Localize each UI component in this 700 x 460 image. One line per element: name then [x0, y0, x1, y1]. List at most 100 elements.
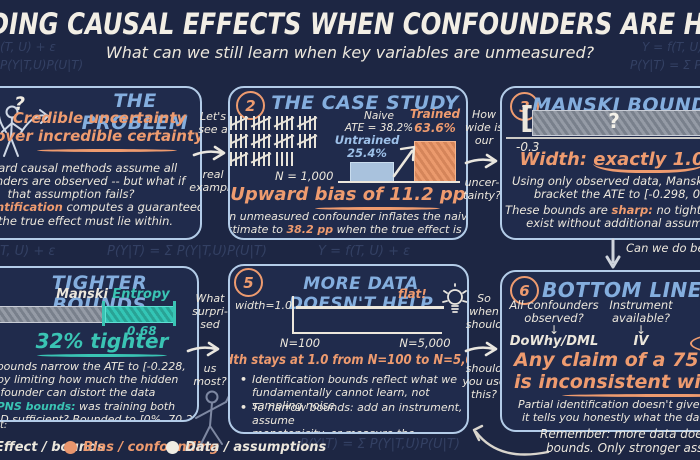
bullet-1: • Identification bounds reflect what we …: [240, 373, 467, 413]
trained-bar-label: Trained 63.6%: [409, 107, 461, 135]
problem-tagline-2: over incredible certainty: [0, 127, 202, 145]
bias-dot-icon: [64, 441, 77, 454]
n5000-label: N=5,000: [399, 336, 451, 350]
entropy-left-tick: [102, 301, 105, 326]
entropy-width-value: 0.68: [127, 324, 157, 338]
bias-arrow-icon: [392, 145, 416, 178]
width-value: exactly 1.0: [593, 149, 700, 173]
panel-2-badge: 2: [236, 91, 265, 120]
panel-6-badge: 6: [510, 276, 539, 305]
entropy-bar-label: Entropy: [112, 287, 170, 302]
bullet-1-text: Identification bounds reflect what we fu…: [252, 373, 457, 412]
panel-bottom-line: 6 BOTTOM LINE All confounders observed? …: [500, 270, 700, 432]
question-mark: ?: [14, 93, 26, 115]
panel-the-problem: THE PROBLEM ? Credible uncertainty over …: [0, 86, 202, 240]
panel-case-study: 2 THE CASE STUDY N = 1,000 Naive ATE = 3…: [228, 86, 468, 240]
manski-sharp-line1: These bounds are sharp: no tighter bound…: [502, 203, 700, 217]
manski-body-2: bracket the ATE to [-0.298, 0.702]: [533, 187, 700, 201]
problem-partial-line1: Partial identification computes a guaran…: [0, 200, 202, 214]
manski-sharp-line2: exist without additional assumptions: [526, 216, 700, 230]
legend-item-bias: Bias / confounding: [64, 440, 219, 455]
tally-marks-row-3: [230, 152, 299, 166]
sharp-post: no tighter bounds: [656, 203, 700, 217]
pearl-highlight: Pearl PNS bounds:: [0, 400, 76, 413]
problem-body: Standard causal methods assume all confo…: [0, 161, 186, 201]
col2-question: Instrument available?: [609, 298, 673, 326]
col1-question: All confounders observed?: [509, 298, 599, 326]
formula-top-right-2: P(Y|T) = Σ P(Y|T,U)P(U|T): [630, 58, 700, 72]
bottom-line-body-2: it tells you honestly what the data can …: [522, 411, 700, 424]
panel-3-badge: 3: [510, 92, 539, 121]
case-study-underline: [315, 207, 440, 210]
body2-mid: when the true effect is only: [336, 223, 466, 236]
down-arrow-icon: ↓: [635, 323, 647, 337]
manski-body-1: Using only observed data, Manski bounds: [512, 174, 700, 188]
arrow-5-6-icon: [464, 341, 498, 357]
down-arrow-icon: ↓: [678, 324, 700, 338]
tally-marks-row-1: [230, 116, 322, 130]
formula-top-right-1: Y = f(T, U) + ε: [642, 40, 700, 54]
page-subtitle: What can we still learn when key variabl…: [105, 43, 595, 62]
width-label: Width:: [519, 149, 594, 170]
legend-title-fragment: t:: [0, 420, 8, 431]
naive-ate-label: Naive ATE = 38.2%: [344, 110, 414, 135]
arrow-3-6-label: Can we do better?: [626, 241, 700, 255]
case-study-headline: Upward bias of 11.2 pp: [230, 184, 466, 205]
remember-arrow-icon: [472, 424, 550, 456]
chart-x-axis: [292, 332, 442, 334]
axis-min-label: -0.3: [516, 140, 540, 154]
untrained-bar-label: Untrained 25.4%: [334, 133, 400, 161]
case-study-body-1: An unmeasured confounder inflates the na…: [228, 210, 468, 223]
manski-width-bar: [0, 306, 107, 323]
arrow-2-3-icon: [464, 153, 498, 169]
col3-question: Neither?: [678, 305, 700, 318]
interval-question-mark: ?: [608, 109, 620, 133]
arrow-5-6-label-top: So when should: [465, 292, 503, 332]
arrow-4-5-label-bottom: us most?: [193, 362, 227, 389]
sample-size-label: N = 1,000: [275, 169, 334, 183]
body2-pre: estimate to: [230, 223, 283, 236]
formula-bottom: P(Y|T) = Σ P(Y|T,U)P(U|T): [300, 437, 460, 452]
pearl-rest: was training both: [75, 400, 176, 413]
entropy-right-tick: [173, 301, 176, 326]
partial-id-rest: computes a guaranteed: [62, 200, 202, 214]
tally-marks-row-2: [230, 134, 322, 148]
arrow-1-2-label-top: Let's see a: [198, 110, 228, 137]
bottom-line-heading: BOTTOM LINE: [542, 278, 700, 302]
lightbulb-icon: [442, 283, 467, 313]
tighter-headline: 32% tighter: [35, 329, 169, 353]
legend-item-data: Data / assumptions: [166, 440, 326, 455]
problem-partial-line2: range the true effect must lie within.: [0, 214, 174, 228]
legend-item-effect: Effect / bounds: [0, 440, 105, 455]
bullet-icon: •: [240, 373, 248, 386]
pearl-line1: Pearl PNS bounds: was training both: [0, 400, 197, 414]
decision-stick-figure-icon: [0, 105, 50, 157]
manski-headline: Width: exactly 1.0: [502, 149, 700, 173]
bullet-icon: •: [240, 401, 248, 414]
legend-bias-label: Bias / confounding: [83, 440, 219, 455]
arrow-1-2-label-bottom: real example: [189, 168, 237, 195]
flat-annotation: flat!: [398, 287, 427, 301]
legend-effect-label: Effect / bounds: [0, 440, 106, 455]
untrained-bar: [350, 162, 394, 182]
flat-width-line: [296, 306, 444, 309]
tighter-underline: [37, 354, 167, 357]
arrow-2-3-label-top: How wide is our: [464, 108, 504, 148]
data-dot-icon: [166, 441, 179, 454]
page-title: BOUNDING CAUSAL EFFECTS WHEN CONFOUNDERS…: [0, 7, 700, 41]
bottom-line-underline: [562, 394, 700, 397]
formula-top-left-1: (T, U) + ε: [0, 40, 56, 54]
sharp-pre: These bounds are: [505, 203, 612, 217]
panel-more-data: 5 MORE DATA DOESN'T HELP width=1.0 flat!…: [228, 264, 469, 434]
partial-id-highlight: Partial identification: [0, 200, 63, 214]
interval-left-bracket: [: [520, 101, 534, 136]
manski-bar-label: Manski: [56, 287, 108, 302]
arrow-2-3-label-bottom: uncer- tainty?: [463, 176, 501, 203]
arrow-1-2-icon: [192, 145, 226, 161]
bottom-line-body-1: Partial identification doesn't give you …: [518, 398, 700, 411]
more-data-heading: MORE DATA DOESN'T HELP: [288, 274, 434, 314]
pearl-line2: necessary AND sufficient? Bounded to [0%…: [0, 413, 197, 422]
case-study-body-2: estimate to 38.2 pp when the true effect…: [230, 223, 466, 237]
down-arrow-icon: ↓: [548, 323, 560, 337]
